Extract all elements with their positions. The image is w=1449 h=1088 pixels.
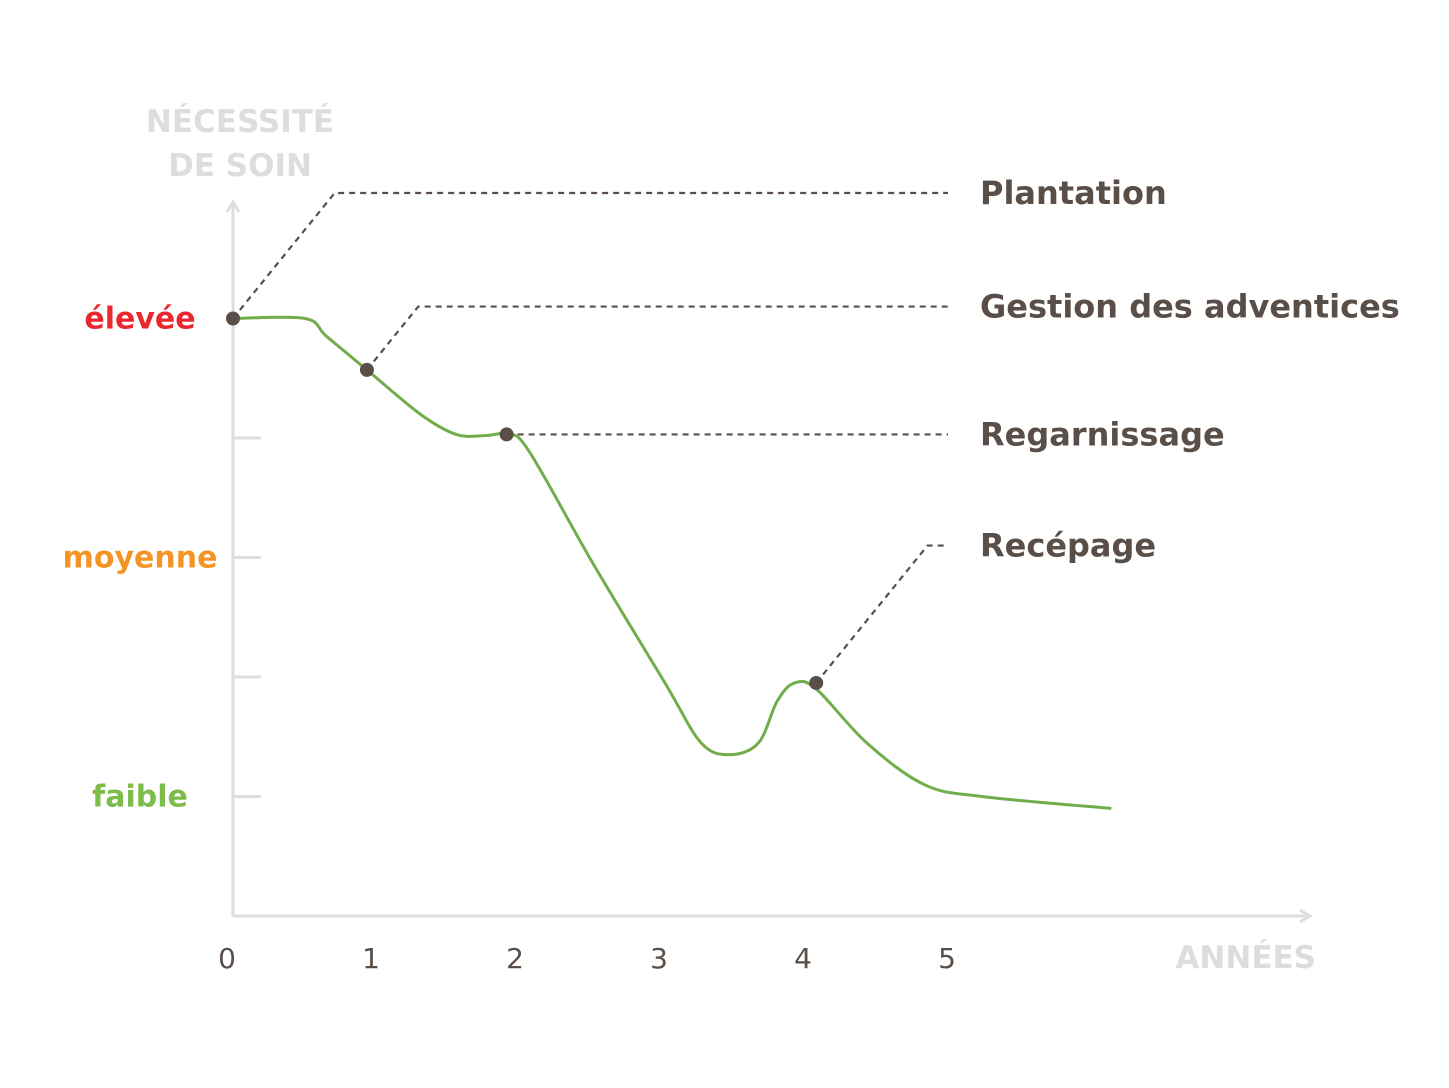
annotation-markers bbox=[226, 311, 824, 690]
annotation-label: Regarnissage bbox=[980, 415, 1225, 453]
x-tick-label: 5 bbox=[938, 942, 956, 975]
annotation-label: Recépage bbox=[980, 527, 1156, 565]
x-tick-labels: 0 1 2 3 4 5 bbox=[218, 942, 956, 975]
annotation-leader-line bbox=[815, 544, 948, 684]
y-level-label: moyenne bbox=[63, 541, 218, 576]
annotation-marker bbox=[809, 675, 824, 690]
x-tick-label: 4 bbox=[794, 942, 812, 975]
annotations: Plantation Gestion des adventices Regarnis… bbox=[232, 174, 1400, 684]
annotation-marker bbox=[359, 362, 374, 377]
x-axis-title: ANNÉES bbox=[1175, 940, 1316, 976]
annotation-marker bbox=[226, 311, 240, 326]
y-axis-title-line: DE SOIN bbox=[168, 148, 312, 184]
y-level-label: élevée bbox=[84, 302, 195, 337]
y-axis-title-line: NÉCESSITÉ bbox=[146, 104, 334, 140]
series-line bbox=[232, 315, 1112, 810]
y-axis-title: NÉCESSITÉ DE SOIN bbox=[146, 104, 334, 184]
x-tick-label: 3 bbox=[650, 942, 668, 975]
x-tick-label: 1 bbox=[362, 942, 380, 975]
annotation-marker bbox=[499, 427, 514, 442]
x-axis-arrowhead bbox=[1299, 908, 1313, 924]
x-tick-label: 2 bbox=[506, 942, 524, 975]
annotation-label: Plantation bbox=[980, 174, 1167, 212]
x-tick-label: 0 bbox=[218, 942, 236, 975]
annotation-leader-line bbox=[366, 305, 948, 371]
annotation-label: Gestion des adventices bbox=[980, 288, 1400, 326]
y-level-label: faible bbox=[92, 780, 188, 815]
y-axis-arrowhead bbox=[225, 199, 241, 213]
y-level-labels: élevée moyenne faible bbox=[63, 302, 218, 815]
annotation-leader-line bbox=[232, 191, 948, 320]
